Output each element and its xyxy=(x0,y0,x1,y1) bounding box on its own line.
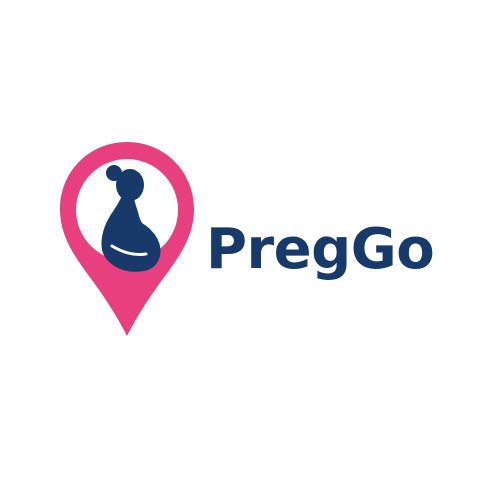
arm-line xyxy=(110,244,148,256)
map-pin-pregnant-woman-icon xyxy=(52,128,202,343)
brand-name: PregGo xyxy=(206,217,435,282)
